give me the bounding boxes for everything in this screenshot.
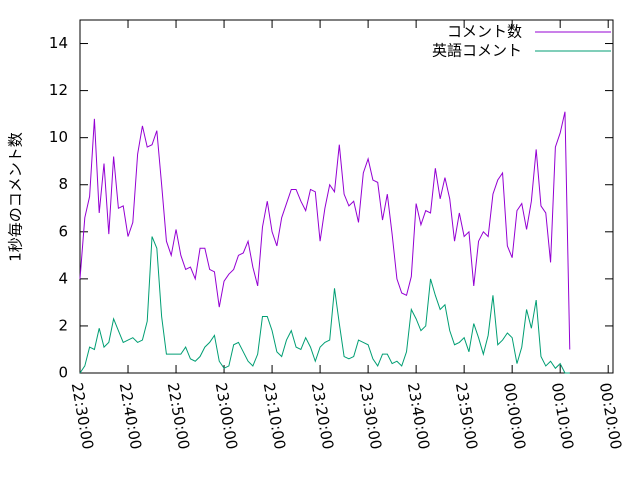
y-tick-label: 6 — [58, 222, 68, 240]
y-tick-label: 12 — [49, 81, 68, 99]
y-tick-label: 4 — [58, 269, 68, 287]
x-tick-label: 00:20:00 — [596, 381, 625, 450]
y-tick-label: 0 — [58, 364, 68, 382]
y-tick-label: 10 — [49, 128, 68, 146]
x-tick-label: 23:40:00 — [404, 381, 433, 450]
line-series — [79, 236, 570, 374]
x-tick-label: 00:10:00 — [548, 381, 577, 450]
x-tick-label: 22:50:00 — [164, 381, 193, 450]
y-tick-label: 2 — [58, 316, 68, 334]
line-series — [79, 111, 571, 350]
x-tick-label: 23:10:00 — [260, 381, 289, 450]
x-tick-label: 23:00:00 — [212, 381, 241, 450]
y-axis-label: 1秒毎のコメント数 — [7, 132, 25, 262]
x-tick-label: 23:30:00 — [356, 381, 385, 450]
legend-label: 英語コメント — [432, 42, 522, 60]
x-tick-label: 23:50:00 — [452, 381, 481, 450]
x-tick-label: 00:00:00 — [500, 381, 529, 450]
x-tick-label: 22:30:00 — [68, 381, 97, 450]
x-tick-label: 22:40:00 — [116, 381, 145, 450]
y-tick-label: 14 — [49, 34, 68, 52]
y-tick-label: 8 — [58, 175, 68, 193]
x-tick-label: 23:20:00 — [308, 381, 337, 450]
plot-border — [79, 19, 614, 374]
legend-label: コメント数 — [447, 23, 522, 41]
